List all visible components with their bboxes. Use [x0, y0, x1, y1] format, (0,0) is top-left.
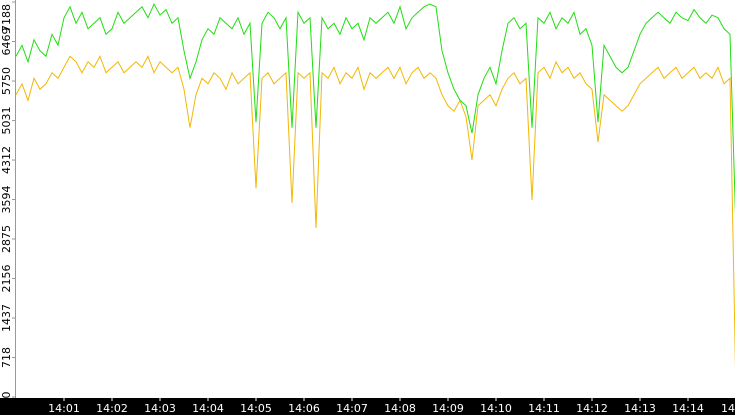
y-tick-label: 4312 — [0, 146, 13, 174]
x-tick-label: 14:06 — [288, 402, 320, 415]
x-tick-label: 14:09 — [432, 402, 464, 415]
y-tick-label: 3594 — [0, 186, 13, 214]
x-tick-label: 14:08 — [384, 402, 416, 415]
x-tick-label: 14:07 — [336, 402, 368, 415]
y-tick-label: 1437 — [0, 304, 13, 332]
x-tick-label: 14:01 — [48, 402, 80, 415]
y-tick-label: 2875 — [0, 225, 13, 253]
x-tick-label: 14 — [721, 402, 735, 415]
x-tick-label: 14:13 — [624, 402, 656, 415]
x-tick-label: 14:05 — [240, 402, 272, 415]
y-tick-label: 0 — [0, 392, 13, 399]
y-tick-label: 5031 — [0, 107, 13, 135]
y-tick-label: 718 — [0, 347, 13, 368]
x-tick-label: 14:12 — [576, 402, 608, 415]
series-line — [15, 2, 735, 216]
series-line — [15, 55, 735, 369]
y-tick-label: 5750 — [0, 67, 13, 95]
x-tick-label: 14:03 — [144, 402, 176, 415]
y-tick-label: 7188 — [0, 4, 13, 32]
x-tick-label: 14:04 — [192, 402, 224, 415]
x-axis-band — [0, 398, 735, 415]
x-tick-label: 14:02 — [96, 402, 128, 415]
x-tick-label: 14:14 — [672, 402, 704, 415]
x-tick-label: 14:10 — [480, 402, 512, 415]
y-tick-label: 6469 — [0, 28, 13, 56]
y-tick-label: 2156 — [0, 265, 13, 293]
x-tick-label: 14:11 — [528, 402, 560, 415]
